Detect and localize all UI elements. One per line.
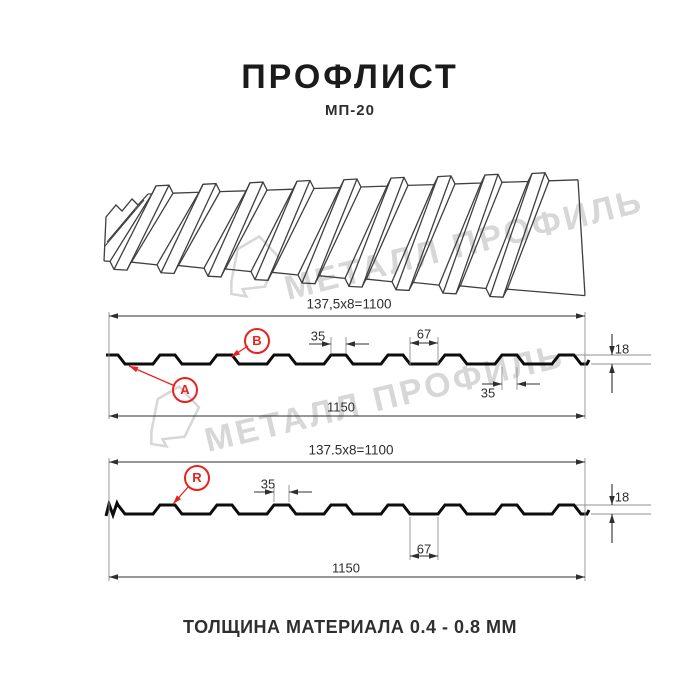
profile-model-label: МП-20	[325, 102, 375, 119]
dim-label-valley-67: 67	[416, 326, 432, 342]
dim-label-valley-67-bottom: 67	[416, 541, 432, 557]
dim-label-rib-top-35-bottom: 35	[260, 476, 276, 492]
brand-logo-watermark	[150, 384, 201, 449]
marker-leader-lines	[128, 345, 249, 505]
sheet-3d-view	[103, 172, 586, 298]
dim-label-overall-1150-bottom: 1150	[332, 560, 360, 576]
profile-cross-section-bottom	[104, 498, 591, 520]
dim-label-height-18-bottom: 18	[614, 489, 630, 505]
watermark-layer: МЕТАЛЛ ПРОФИЛЬ МЕТАЛЛ ПРОФИЛЬ	[150, 182, 648, 460]
dim-label-pitch-formula-top: 137,5x8=1100	[306, 296, 392, 312]
profile-cross-section-top	[106, 353, 591, 366]
dim-label-rib-bottom-35: 35	[480, 385, 496, 401]
dim-label-height-18-top: 18	[614, 341, 630, 357]
dimension-lines	[108, 312, 651, 581]
marker-b-badge: B	[244, 328, 270, 354]
marker-a-badge: A	[172, 377, 198, 403]
material-thickness-note: ТОЛЩИНА МАТЕРИАЛА 0.4 - 0.8 ММ	[183, 617, 517, 637]
brand-logo-watermark	[230, 234, 281, 299]
page-title: ПРОФЛИСТ	[241, 58, 459, 96]
dim-label-overall-1150-top: 1150	[327, 399, 355, 415]
dim-label-pitch-formula-bottom: 137.5x8=1100	[308, 442, 394, 458]
marker-r-badge: R	[184, 465, 210, 491]
dim-label-rib-top-35: 35	[310, 328, 326, 344]
